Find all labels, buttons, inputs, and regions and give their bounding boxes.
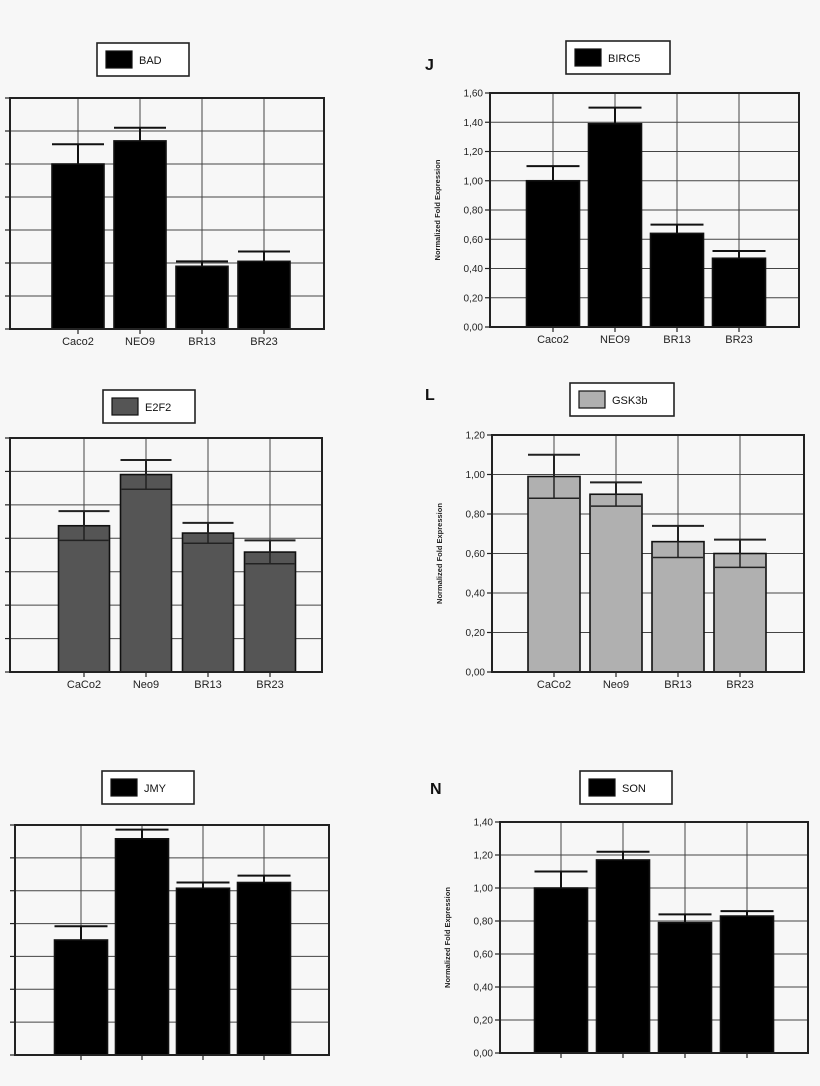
y-tick-label: 1,00 <box>466 470 486 481</box>
y-tick-label: 1,20 <box>466 431 486 442</box>
legend-label: E2F2 <box>145 402 171 414</box>
y-tick-label: 1,40 <box>464 118 484 129</box>
legend-swatch <box>574 48 602 67</box>
legend-label: BAD <box>139 55 162 67</box>
x-tick-label: BR23 <box>250 336 278 348</box>
bar <box>53 939 109 1056</box>
y-tick-label: 0,60 <box>466 549 486 560</box>
bar <box>719 915 775 1054</box>
bar <box>589 493 643 673</box>
bar <box>657 921 713 1054</box>
x-tick-label: BR13 <box>188 336 216 348</box>
bar <box>114 837 170 1056</box>
legend-label: SON <box>622 783 646 795</box>
plot-frame <box>9 97 325 330</box>
y-tick-label: 1,00 <box>464 176 484 187</box>
bar <box>533 887 589 1054</box>
x-tick-label: CaCo2 <box>537 679 571 691</box>
legend: E2F2 <box>102 389 196 424</box>
x-tick-label: Caco2 <box>537 334 569 346</box>
chart-panel-1: BAD Caco2 NEO9 BR13 BR23 <box>5 42 325 348</box>
x-tick-label: Neo9 <box>603 679 629 691</box>
y-tick-label: 0,80 <box>466 510 486 521</box>
legend-swatch <box>578 390 606 409</box>
legend: SON <box>579 770 673 805</box>
y-tick-label: 0,00 <box>466 668 486 679</box>
x-tick-label: BR23 <box>256 679 284 691</box>
bar <box>51 163 105 330</box>
bar <box>243 551 297 673</box>
legend-swatch <box>588 778 616 797</box>
bar <box>175 887 231 1056</box>
y-tick-label: 0,60 <box>464 235 484 246</box>
bar <box>57 524 111 673</box>
x-tick-label: NEO9 <box>600 334 630 346</box>
chart-panel-6: SON N 0,00 0,20 0,40 0,60 0,80 1,00 1,20 1,40 Norm… <box>430 770 809 1060</box>
legend: GSK3b <box>569 382 675 417</box>
bar <box>711 257 767 328</box>
x-tick-label: BR23 <box>725 334 753 346</box>
legend: JMY <box>101 770 195 805</box>
y-tick-label: 0,20 <box>464 293 484 304</box>
legend: BIRC5 <box>565 40 671 75</box>
legend-swatch <box>110 778 138 797</box>
panel-label: J <box>425 57 434 74</box>
bar <box>595 859 651 1054</box>
y-tick-label: 0,00 <box>474 1049 494 1060</box>
legend-swatch <box>111 397 139 416</box>
x-tick-label: BR13 <box>663 334 691 346</box>
x-tick-label: BR23 <box>726 679 754 691</box>
bar <box>175 265 229 330</box>
legend-label: BIRC5 <box>608 53 640 65</box>
y-tick-label: 0,80 <box>474 917 494 928</box>
chart-panel-2: BIRC5 J 0,00 0,20 0,40 0,60 0,80 1,00 1,20 1,40 1,… <box>425 40 800 346</box>
y-tick-label: 0,20 <box>474 1016 494 1027</box>
bar <box>713 552 767 673</box>
y-axis-label: Normalized Fold Expression <box>435 503 444 604</box>
y-tick-label: 0,80 <box>464 206 484 217</box>
bar <box>649 232 705 328</box>
bar <box>525 179 581 328</box>
y-tick-label: 0,60 <box>474 950 494 961</box>
y-tick-label: 0,40 <box>474 983 494 994</box>
plot-frame <box>499 821 809 1054</box>
bar <box>651 540 705 673</box>
y-tick-label: 0,40 <box>466 589 486 600</box>
y-tick-label: 1,20 <box>474 851 494 862</box>
y-tick-label: 0,40 <box>464 264 484 275</box>
bar <box>587 122 643 328</box>
legend: BAD <box>96 42 190 77</box>
y-tick-label: 1,40 <box>474 818 494 829</box>
bar <box>119 473 173 673</box>
bar <box>527 475 581 673</box>
legend-label: JMY <box>144 783 167 795</box>
bar <box>236 881 292 1056</box>
y-axis-label: Normalized Fold Expression <box>433 159 442 260</box>
y-tick-label: 1,60 <box>464 89 484 100</box>
chart-panel-5: JMY <box>10 770 330 1060</box>
chart-panel-4: GSK3b L 0,00 0,20 0,40 0,60 0,80 1,00 1,20 Normal… <box>425 382 805 691</box>
y-axis-label: Normalized Fold Expression <box>443 887 452 988</box>
x-tick-label: Caco2 <box>62 336 94 348</box>
x-tick-label: Neo9 <box>133 679 159 691</box>
x-tick-label: CaCo2 <box>67 679 101 691</box>
y-tick-label: 1,20 <box>464 147 484 158</box>
y-tick-label: 0,00 <box>464 323 484 334</box>
legend-label: GSK3b <box>612 395 647 407</box>
legend-swatch <box>105 50 133 69</box>
panel-label: N <box>430 781 442 798</box>
x-tick-label: BR13 <box>664 679 692 691</box>
y-tick-label: 1,00 <box>474 884 494 895</box>
y-tick-label: 0,20 <box>466 628 486 639</box>
chart-panel-3: E2F2 CaCo2 Neo9 BR13 BR23 <box>5 389 323 691</box>
plot-frame <box>9 437 323 673</box>
bar <box>113 140 167 330</box>
bar <box>237 260 291 330</box>
x-tick-label: NEO9 <box>125 336 155 348</box>
bar <box>181 532 235 673</box>
x-tick-label: BR13 <box>194 679 222 691</box>
plot-frame <box>14 824 330 1056</box>
panel-label: L <box>425 387 435 404</box>
